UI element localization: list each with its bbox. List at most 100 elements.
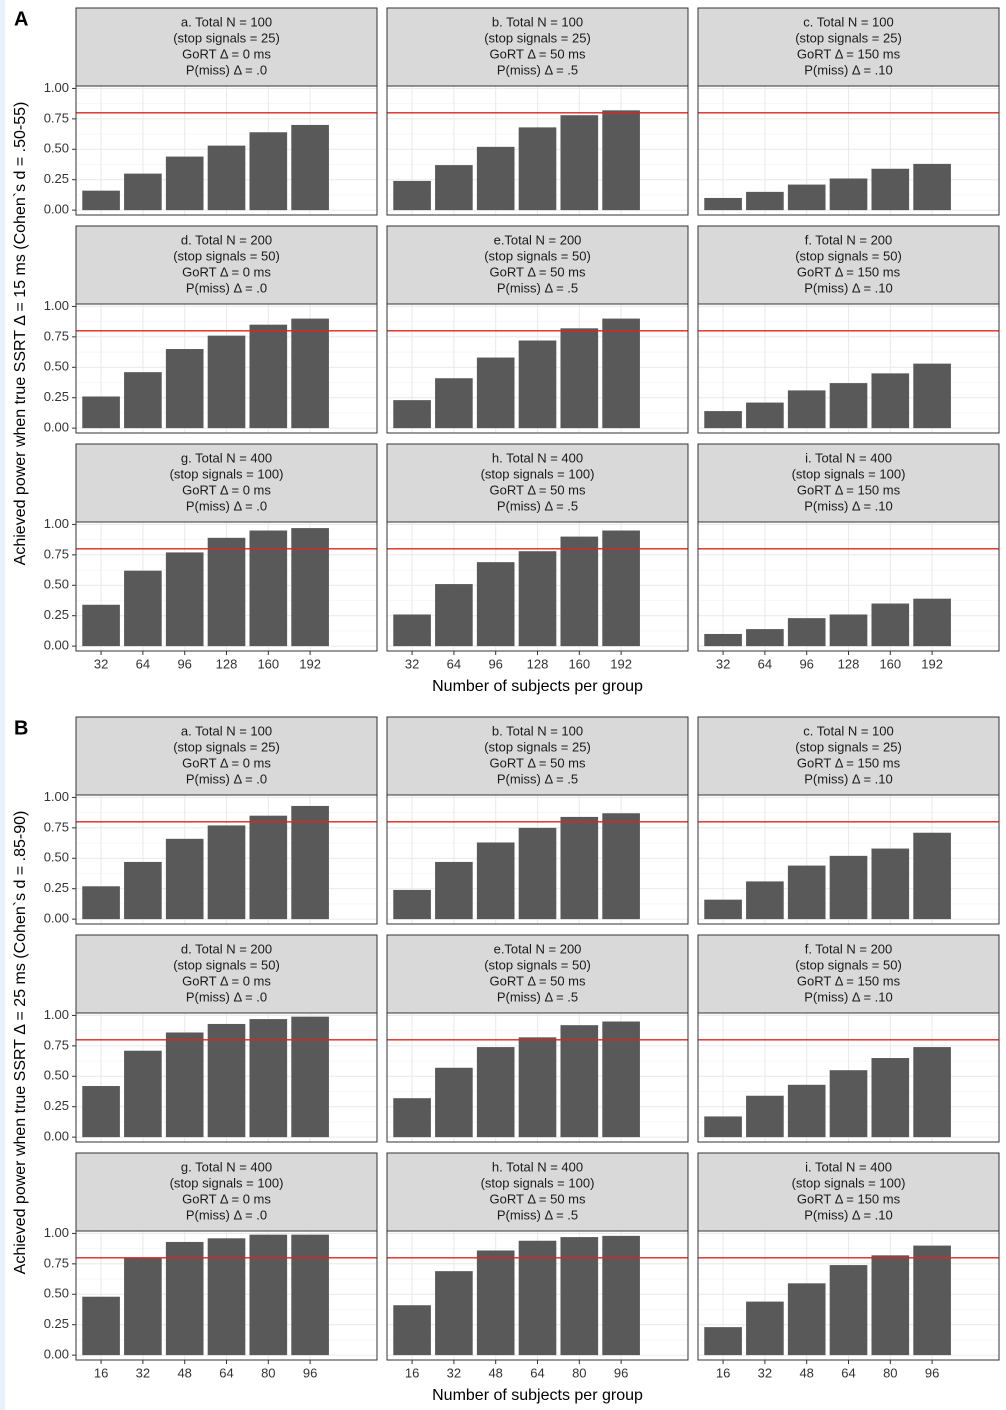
panel-label: A bbox=[14, 8, 28, 30]
bar bbox=[704, 1116, 742, 1138]
strip-label: d. Total N = 200 bbox=[181, 941, 272, 956]
strip-label: P(miss) Δ = .5 bbox=[497, 1207, 578, 1222]
x-tick-label: 80 bbox=[572, 1365, 586, 1380]
bar bbox=[829, 383, 868, 429]
bar bbox=[249, 815, 288, 920]
bar bbox=[393, 614, 431, 647]
bar bbox=[602, 1021, 640, 1138]
strip-label: (stop signals = 25) bbox=[173, 739, 280, 754]
bar bbox=[913, 832, 951, 920]
strip-box bbox=[75, 716, 378, 796]
y-tick-label: 0.25 bbox=[44, 1316, 69, 1331]
bar bbox=[787, 390, 826, 429]
bar bbox=[560, 1025, 599, 1138]
bar bbox=[393, 1305, 431, 1356]
strip-label: (stop signals = 25) bbox=[173, 30, 280, 45]
bar bbox=[602, 1235, 640, 1356]
bar bbox=[518, 827, 557, 920]
strip: h. Total N = 400(stop signals = 100)GoRT… bbox=[386, 1152, 689, 1232]
bar bbox=[704, 1327, 742, 1356]
bar bbox=[518, 340, 557, 429]
y-tick-label: 0.50 bbox=[44, 850, 69, 865]
y-tick-label: 0.00 bbox=[44, 638, 69, 653]
strip-label: (stop signals = 25) bbox=[795, 30, 902, 45]
strip-label: GoRT Δ = 50 ms bbox=[490, 755, 586, 770]
y-tick-label: 0.50 bbox=[44, 1286, 69, 1301]
strip-box bbox=[386, 443, 689, 523]
strip-label: a. Total N = 100 bbox=[181, 14, 272, 29]
x-tick-label: 64 bbox=[447, 656, 461, 671]
bar bbox=[746, 881, 784, 920]
strip-label: (stop signals = 50) bbox=[795, 957, 902, 972]
bar bbox=[913, 598, 951, 647]
bar bbox=[518, 1037, 557, 1138]
strip: f. Total N = 200(stop signals = 50)GoRT … bbox=[697, 934, 1000, 1014]
strip-box bbox=[386, 1152, 689, 1232]
strip-label: (stop signals = 100) bbox=[170, 466, 284, 481]
bar bbox=[291, 1234, 329, 1356]
strip-label: (stop signals = 100) bbox=[792, 1175, 906, 1190]
bar bbox=[602, 318, 640, 429]
bar bbox=[746, 1095, 784, 1138]
x-axis-title: Number of subjects per group bbox=[432, 678, 643, 695]
strip-label: GoRT Δ = 0 ms bbox=[182, 755, 271, 770]
x-tick-label: 64 bbox=[219, 1365, 233, 1380]
strip-label: GoRT Δ = 0 ms bbox=[182, 46, 271, 61]
strip-label: GoRT Δ = 50 ms bbox=[490, 482, 586, 497]
strip-label: GoRT Δ = 0 ms bbox=[182, 1191, 271, 1206]
bar bbox=[746, 1301, 784, 1356]
strip-box bbox=[697, 934, 1000, 1014]
y-tick-label: 0.00 bbox=[44, 420, 69, 435]
strip-box bbox=[386, 225, 689, 305]
strip-label: g. Total N = 400 bbox=[181, 450, 272, 465]
plot-border bbox=[386, 303, 689, 434]
x-tick-label: 16 bbox=[716, 1365, 730, 1380]
y-tick-label: 0.75 bbox=[44, 819, 69, 834]
plot-border bbox=[697, 303, 1000, 434]
bar bbox=[829, 614, 868, 647]
x-tick-label: 192 bbox=[299, 656, 321, 671]
strip: g. Total N = 400(stop signals = 100)GoRT… bbox=[75, 1152, 378, 1232]
bar bbox=[476, 842, 515, 920]
strip-box bbox=[75, 225, 378, 305]
bar bbox=[207, 537, 246, 647]
bar bbox=[124, 1257, 162, 1356]
y-tick-label: 1.00 bbox=[44, 1225, 69, 1240]
strip-label: (stop signals = 50) bbox=[173, 248, 280, 263]
bar bbox=[746, 191, 784, 211]
plot-border bbox=[697, 85, 1000, 216]
strip-box bbox=[697, 7, 1000, 87]
strip-label: b. Total N = 100 bbox=[492, 723, 583, 738]
bar bbox=[435, 1271, 473, 1356]
strip: c. Total N = 100(stop signals = 25)GoRT … bbox=[697, 7, 1000, 87]
strip-label: GoRT Δ = 50 ms bbox=[490, 1191, 586, 1206]
bar bbox=[746, 629, 784, 647]
bar bbox=[207, 1023, 246, 1138]
plot-border bbox=[75, 794, 378, 925]
y-tick-label: 0.25 bbox=[44, 389, 69, 404]
strip-box bbox=[697, 716, 1000, 796]
y-tick-label: 1.00 bbox=[44, 80, 69, 95]
y-tick-label: 0.25 bbox=[44, 1098, 69, 1113]
strip-label: b. Total N = 100 bbox=[492, 14, 583, 29]
x-tick-label: 16 bbox=[94, 1365, 108, 1380]
strip-label: (stop signals = 100) bbox=[481, 1175, 595, 1190]
bar bbox=[82, 1296, 120, 1356]
bar bbox=[165, 1241, 204, 1356]
y-tick-label: 0.00 bbox=[44, 1347, 69, 1362]
x-tick-label: 64 bbox=[841, 1365, 855, 1380]
bar bbox=[871, 1058, 910, 1138]
bar bbox=[291, 1016, 329, 1138]
strip: e.Total N = 200(stop signals = 50)GoRT Δ… bbox=[386, 934, 689, 1014]
strip-label: (stop signals = 50) bbox=[795, 248, 902, 263]
bar bbox=[82, 396, 120, 429]
strip-label: f. Total N = 200 bbox=[805, 232, 893, 247]
strip-label: GoRT Δ = 150 ms bbox=[797, 973, 901, 988]
y-tick-label: 0.75 bbox=[44, 1255, 69, 1270]
x-tick-label: 48 bbox=[488, 1365, 502, 1380]
x-tick-label: 32 bbox=[447, 1365, 461, 1380]
strip: b. Total N = 100(stop signals = 25)GoRT … bbox=[386, 7, 689, 87]
bar bbox=[207, 825, 246, 920]
bar bbox=[871, 373, 910, 429]
